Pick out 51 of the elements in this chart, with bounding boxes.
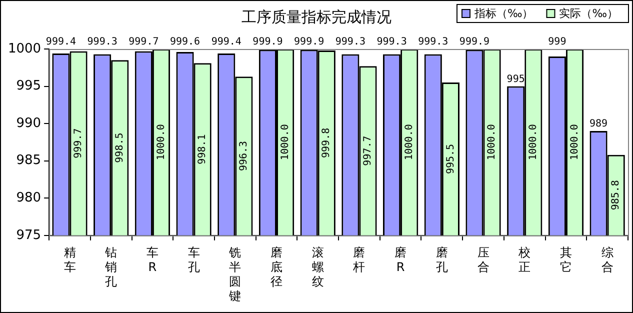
x-tick-label: 磨孔 — [436, 246, 448, 274]
data-label: 1000.0 — [528, 124, 540, 160]
data-label: 999.7 — [73, 128, 84, 158]
data-label: 999.3 — [87, 36, 118, 48]
x-tick-label: 磨R — [394, 246, 407, 274]
x-tick-label: 滚螺纹 — [312, 246, 324, 289]
x-tick-label: 综合 — [601, 246, 614, 274]
x-tick-label: 磨杆 — [352, 246, 366, 274]
data-label: 999.9 — [459, 36, 490, 48]
data-label: 999.3 — [335, 36, 366, 48]
data-label: 999.6 — [170, 36, 200, 48]
data-label: 995.5 — [445, 144, 456, 174]
x-tick-label: 磨底径 — [270, 246, 283, 289]
data-label: 995 — [506, 74, 525, 85]
y-tick-label: 990 — [16, 116, 42, 131]
data-label: 999.9 — [252, 36, 283, 48]
y-tick-label: 1000 — [8, 41, 42, 56]
x-tick-label: 铣半圆键 — [228, 246, 242, 303]
x-tick-label: 其它 — [560, 246, 572, 274]
data-label: 999.3 — [376, 36, 407, 48]
data-label: 999.4 — [211, 36, 242, 48]
x-tick-label: 校正 — [518, 246, 531, 274]
data-label: 1000.0 — [280, 124, 291, 160]
data-label: 1000.0 — [486, 124, 498, 160]
data-label: 999.3 — [418, 36, 448, 48]
y-tick-label: 975 — [16, 228, 42, 243]
x-tick-label: 车R — [146, 246, 158, 274]
x-tick-label: 压合 — [477, 246, 490, 274]
data-label: 999 — [548, 36, 566, 48]
y-tick-label: 995 — [16, 78, 42, 94]
data-label: 1000.0 — [156, 124, 167, 160]
data-label: 996.3 — [238, 140, 250, 172]
data-label: 998.1 — [197, 134, 208, 164]
legend-label: 指标（‰） — [473, 6, 534, 20]
x-tick-label: 钻销孔 — [104, 246, 118, 289]
data-label: 999.7 — [128, 36, 159, 48]
data-label: 985.8 — [610, 180, 622, 210]
data-label: 989 — [590, 118, 608, 130]
y-tick-label: 980 — [16, 190, 42, 206]
data-label: 999.4 — [46, 36, 76, 48]
data-label: 999.8 — [321, 128, 332, 158]
data-label: 997.7 — [362, 136, 374, 166]
data-label: 999.9 — [294, 36, 324, 48]
legend-label: 实际（‰） — [559, 6, 618, 20]
data-label: 998.5 — [114, 132, 126, 163]
data-label: 1000.0 — [404, 124, 415, 160]
x-tick-label: 精车 — [64, 246, 76, 274]
data-label: 1000.0 — [569, 124, 580, 160]
chart-title: 工序质量指标完成情况 — [242, 8, 392, 26]
x-tick-label: 车孔 — [188, 246, 200, 274]
y-tick-label: 985 — [16, 153, 42, 168]
